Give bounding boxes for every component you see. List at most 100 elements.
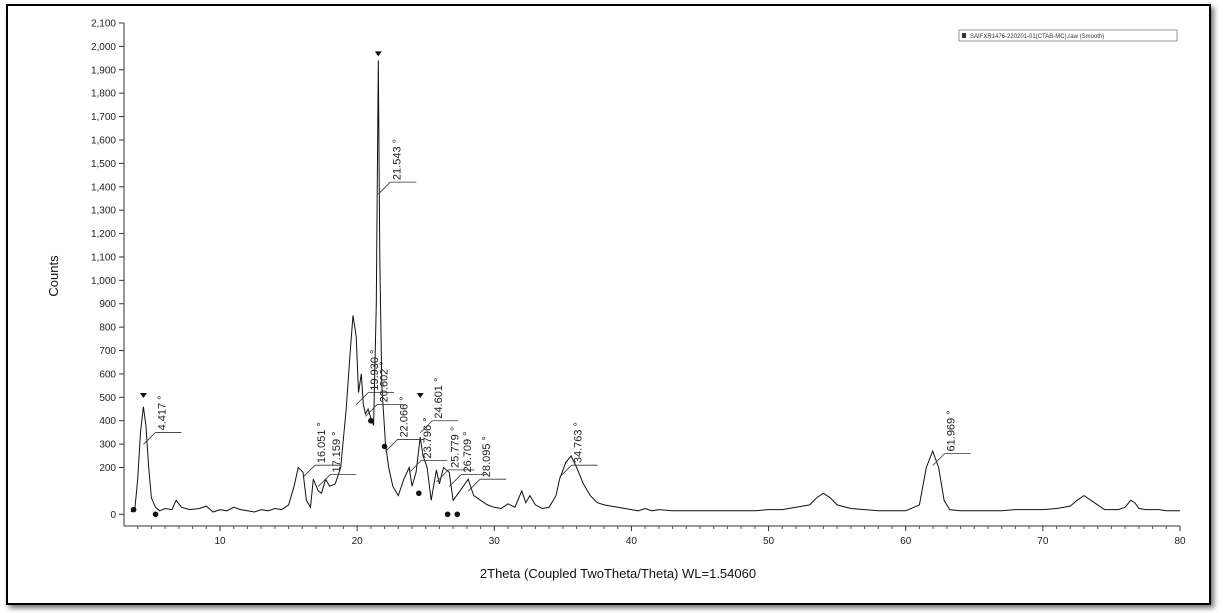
peak-leader-line <box>355 392 369 405</box>
peak-label-group: 25.779 ° <box>436 427 475 483</box>
peak-labels: 4.417 ° 16.051 ° 17.159 ° 19.930 °20.602 ° 2… <box>143 139 971 492</box>
y-tick: 1,700 <box>91 112 124 123</box>
peak-leader-line <box>378 181 391 195</box>
y-axis-ticks: 0 200 300 400 500 600 700 800 900 1,000 1,100 1,200… <box>91 19 124 521</box>
y-tick: 1,200 <box>91 229 124 240</box>
y-tick: 500 <box>99 393 124 404</box>
baseline-point <box>381 443 388 450</box>
baseline-point <box>416 490 422 497</box>
peak-label-group: 61.969 ° <box>932 410 971 466</box>
x-tick-label: 70 <box>1037 536 1049 547</box>
y-tick: 1,100 <box>91 252 124 263</box>
peak-label-text: 34.763 ° <box>573 422 585 463</box>
x-tick: 50 <box>763 526 775 547</box>
peak-leader-line <box>385 439 398 452</box>
peak-leader-line <box>408 460 422 473</box>
x-axis-ticks: 10 20 30 40 50 60 70 80 <box>137 526 1186 547</box>
y-tick: 1,600 <box>91 135 124 146</box>
peak-label-text: 24.601 ° <box>433 378 445 419</box>
y-tick-label: 500 <box>99 393 116 404</box>
x-axis-title: 2Theta (Coupled TwoTheta/Theta) WL=1.540… <box>480 566 756 581</box>
x-tick: 10 <box>214 526 226 547</box>
peak-triangle-marker <box>374 51 382 57</box>
peak-label-text: 26.709 ° <box>462 431 474 472</box>
y-tick: 800 <box>99 323 124 334</box>
peak-label-text: 16.051 ° <box>316 422 328 463</box>
peak-label-text: 22.066 ° <box>398 396 410 437</box>
peak-label-text: 25.779 ° <box>449 427 461 468</box>
peak-label-group: 22.066 ° <box>385 396 424 452</box>
peak-label-group: 34.763 ° <box>559 422 598 478</box>
peak-leader-line <box>436 469 449 483</box>
peak-triangle-marker <box>139 393 147 399</box>
y-tick: 200 <box>99 463 124 474</box>
peak-markers <box>130 51 461 518</box>
legend-swatch <box>962 33 966 38</box>
peak-label-text: 19.930 ° <box>369 350 381 391</box>
y-tick-label: 1,200 <box>91 229 116 240</box>
legend-entry: SAIFXR1476-220201-01(CTAB-MC).raw (Smoot… <box>970 34 1104 40</box>
x-tick: 80 <box>1174 526 1186 547</box>
peak-leader-line <box>365 404 378 417</box>
y-tick-label: 1,800 <box>91 89 116 100</box>
peak-label-group: 17.159 ° <box>317 431 357 487</box>
y-tick-label: 1,000 <box>91 276 116 287</box>
peak-leader-line <box>317 474 331 487</box>
peak-leader-line <box>467 478 481 492</box>
y-tick: 300 <box>99 440 124 451</box>
chart-frame: 10 20 30 40 50 60 70 80 0 200 300 400 500 600 700 800 9… <box>6 4 1211 605</box>
y-tick-label: 1,900 <box>91 65 116 76</box>
x-tick-label: 80 <box>1174 536 1186 547</box>
peak-label-group: 20.602 ° <box>365 361 404 417</box>
x-tick: 30 <box>489 526 501 547</box>
series-line <box>130 60 1180 513</box>
peak-label-text: 17.159 ° <box>331 431 343 472</box>
peak-label-group: 21.543 ° <box>378 139 417 195</box>
peak-leader-line <box>302 464 316 478</box>
y-tick-label: 2,000 <box>91 42 116 53</box>
peak-label-group: 28.095 ° <box>467 436 507 492</box>
y-tick: 0 <box>110 510 124 521</box>
peak-leader-line <box>448 474 462 487</box>
x-tick-label: 10 <box>214 536 226 547</box>
y-tick: 700 <box>99 346 124 357</box>
peak-label-text: 4.417 ° <box>156 395 168 430</box>
peak-label-text: 21.543 ° <box>391 139 403 180</box>
y-tick-label: 600 <box>99 369 116 380</box>
baseline-point <box>444 511 451 518</box>
baseline-point <box>454 511 461 518</box>
x-tick: 70 <box>1037 526 1049 547</box>
y-tick-label: 1,400 <box>91 182 116 193</box>
x-tick-label: 60 <box>900 536 912 547</box>
x-tick: 40 <box>626 526 637 547</box>
x-tick-label: 30 <box>489 536 501 547</box>
x-tick-label: 20 <box>352 536 364 547</box>
y-tick: 1,500 <box>91 159 124 170</box>
y-tick-label: 0 <box>110 510 116 521</box>
x-tick: 60 <box>900 526 912 547</box>
y-tick: 600 <box>99 369 124 380</box>
y-tick: 400 <box>99 416 124 427</box>
x-tick-label: 50 <box>763 536 775 547</box>
peak-label-group: 26.709 ° <box>448 431 488 487</box>
axes <box>123 23 1180 527</box>
peak-label-group: 23.796 ° <box>408 417 448 473</box>
y-tick-label: 1,100 <box>91 252 116 263</box>
peak-triangle-marker <box>416 393 424 399</box>
peak-label-text: 23.796 ° <box>422 417 434 458</box>
y-tick-label: 900 <box>99 299 116 310</box>
baseline-point <box>130 506 137 513</box>
y-tick-label: 2,100 <box>91 19 116 30</box>
y-tick-label: 400 <box>99 416 116 427</box>
peak-label-group: 24.601 ° <box>419 378 459 434</box>
y-tick: 2,000 <box>91 42 124 53</box>
xrd-chart: 10 20 30 40 50 60 70 80 0 200 300 400 500 600 700 800 9… <box>46 19 1186 582</box>
legend-box <box>958 29 1178 42</box>
y-tick-label: 300 <box>99 440 116 451</box>
y-tick-label: 1,700 <box>91 112 116 123</box>
legend: SAIFXR1476-220201-01(CTAB-MC).raw (Smoot… <box>958 29 1178 42</box>
peak-leader-line <box>143 432 156 445</box>
y-tick: 1,900 <box>91 65 124 76</box>
peak-label-text: 20.602 ° <box>378 361 390 402</box>
y-tick: 1,800 <box>91 89 124 100</box>
